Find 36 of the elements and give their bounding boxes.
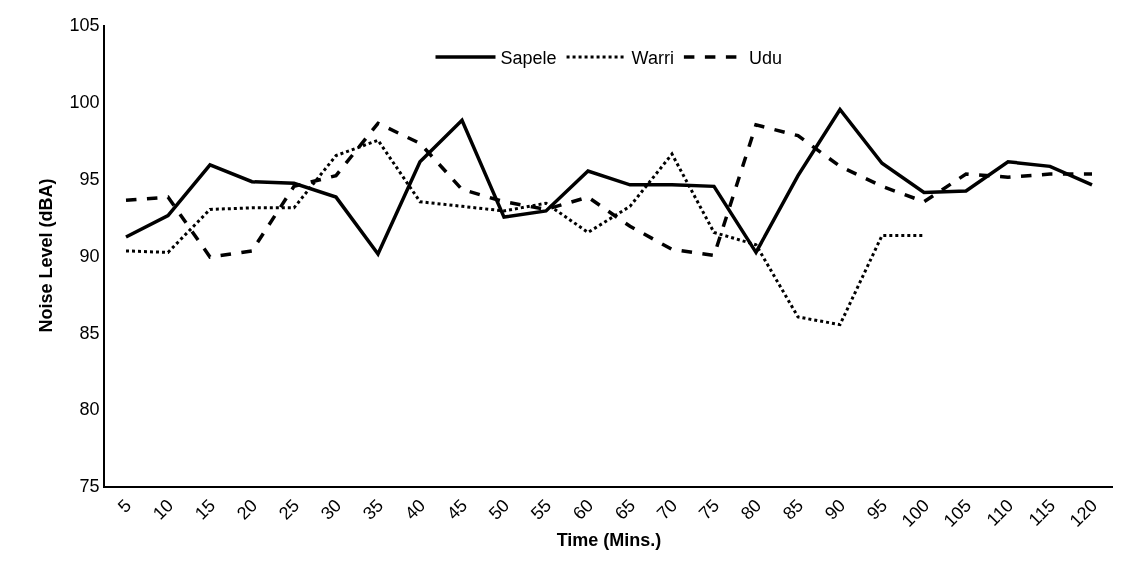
x-tick-label: 45 <box>442 495 472 524</box>
x-tick-label: 55 <box>526 495 556 524</box>
x-tick-label: 95 <box>862 495 892 524</box>
legend-label: Udu <box>748 48 782 69</box>
y-tick-label: 105 <box>69 15 100 36</box>
x-tick-label: 5 <box>113 495 136 517</box>
x-tick-label: 65 <box>610 495 640 524</box>
x-tick-label: 80 <box>736 495 766 524</box>
y-tick-label: 100 <box>69 92 100 113</box>
y-axis-title: Noise Level (dBA) <box>36 178 57 333</box>
x-tick-label: 75 <box>694 495 724 524</box>
x-tick-label: 115 <box>1024 495 1060 530</box>
x-tick-label: 40 <box>400 495 430 524</box>
legend-label: Warri <box>631 48 674 69</box>
y-tick-label: 90 <box>79 245 100 266</box>
x-tick-label: 70 <box>652 495 682 524</box>
x-tick-label: 25 <box>274 495 304 524</box>
x-tick-label: 110 <box>982 495 1018 530</box>
x-tick-label: 10 <box>148 495 178 524</box>
x-tick-label: 60 <box>568 495 598 524</box>
x-tick-label: 90 <box>820 495 850 524</box>
y-tick-label: 95 <box>79 168 100 189</box>
x-axis-title: Time (Mins.) <box>556 530 662 551</box>
y-tick-label: 85 <box>79 322 100 343</box>
y-tick-label: 75 <box>79 476 100 497</box>
x-tick-label: 50 <box>484 495 514 524</box>
y-tick-label: 80 <box>79 399 100 420</box>
x-tick-label: 85 <box>778 495 808 524</box>
x-tick-label: 30 <box>316 495 346 524</box>
x-tick-label: 105 <box>939 495 976 531</box>
x-tick-label: 20 <box>232 495 262 524</box>
x-tick-label: 15 <box>190 495 220 524</box>
x-tick-label: 35 <box>358 495 388 524</box>
x-tick-label: 120 <box>1065 495 1102 531</box>
legend-label: Sapele <box>500 48 557 69</box>
x-tick-label: 100 <box>897 495 934 531</box>
